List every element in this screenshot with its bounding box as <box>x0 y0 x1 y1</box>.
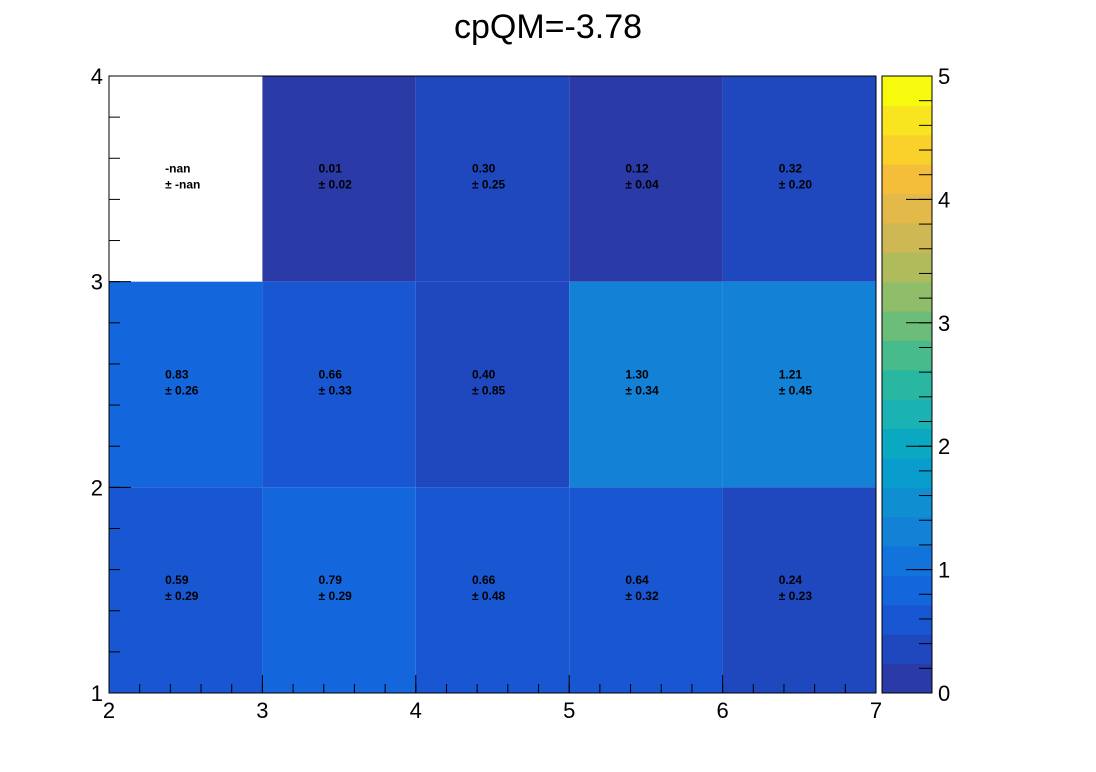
heatmap-cell <box>109 487 263 693</box>
chart-title: cpQM=-3.78 <box>454 8 642 46</box>
heatmap-cell <box>109 281 263 488</box>
heatmap-cell <box>415 281 570 488</box>
cell-value-label: 0.24 <box>779 573 803 587</box>
x-tick-label: 4 <box>410 698 422 723</box>
cell-error-label: ± 0.32 <box>625 589 659 603</box>
colorbar-tick-label: 5 <box>938 64 950 89</box>
cell-error-label: ± 0.23 <box>779 589 813 603</box>
cell-error-label: ± 0.26 <box>165 383 199 397</box>
cell-error-label: ± 0.25 <box>472 178 506 192</box>
y-tick-label: 2 <box>91 475 103 500</box>
colorbar-swatch <box>882 369 932 400</box>
heatmap-cell <box>722 76 876 282</box>
colorbar-swatch <box>882 516 932 547</box>
colorbar-swatch <box>882 281 932 312</box>
colorbar-swatch <box>882 604 932 635</box>
cell-value-label: 0.40 <box>472 367 496 381</box>
colorbar-swatch <box>882 399 932 430</box>
colorbar-swatch <box>882 428 932 459</box>
x-tick-label: 3 <box>256 698 268 723</box>
cell-value-label: 0.30 <box>472 162 496 176</box>
colorbar-tick-label: 2 <box>938 434 950 459</box>
cell-error-label: ± 0.45 <box>779 383 813 397</box>
cell-value-label: 0.32 <box>779 162 803 176</box>
x-tick-label: 6 <box>716 698 728 723</box>
colorbar-swatch <box>882 105 932 136</box>
colorbar-tick-label: 3 <box>938 311 950 336</box>
colorbar-swatch <box>882 193 932 224</box>
cell-error-label: ± 0.85 <box>472 383 506 397</box>
x-tick-label: 5 <box>563 698 575 723</box>
cell-error-label: ± 0.48 <box>472 589 506 603</box>
cell-error-label: ± 0.33 <box>319 383 353 397</box>
cell-value-label: 0.59 <box>165 573 189 587</box>
cell-error-label: ± 0.20 <box>779 178 813 192</box>
cell-value-label: 0.66 <box>319 367 343 381</box>
x-tick-label: 7 <box>870 698 882 723</box>
colorbar-swatch <box>882 457 932 488</box>
cell-value-label: 0.64 <box>625 573 649 587</box>
heatmap-cell <box>109 76 263 282</box>
heatmap-cell <box>415 76 570 282</box>
colorbar-swatch <box>882 252 932 283</box>
colorbar-swatch <box>882 164 932 195</box>
colorbar-swatch <box>882 546 932 576</box>
heatmap-cell <box>262 487 416 693</box>
cell-error-label: ± 0.04 <box>625 178 659 192</box>
cell-error-label: ± 0.29 <box>165 589 199 603</box>
heatmap-cell <box>415 487 570 693</box>
heatmap-cell <box>722 281 876 488</box>
cell-error-label: ± -nan <box>165 178 200 192</box>
y-tick-label: 1 <box>91 681 103 706</box>
colorbar-swatch <box>882 340 932 371</box>
cells-layer <box>109 76 876 693</box>
colorbar-swatch <box>882 575 932 606</box>
heatmap-cell <box>569 76 723 282</box>
colorbar-swatch <box>882 76 932 106</box>
cell-value-label: 0.01 <box>319 162 343 176</box>
colorbar-swatch <box>882 222 932 253</box>
colorbar-swatch <box>882 634 932 665</box>
x-tick-label: 2 <box>103 698 115 723</box>
y-tick-label: 3 <box>91 270 103 295</box>
cell-error-label: ± 0.02 <box>319 178 353 192</box>
cell-labels-layer: -nan ± -nan 0.01 ± 0.02 0.30 ± 0.25 0.12 ± 0.04… <box>165 162 812 603</box>
colorbar-swatch <box>882 487 932 518</box>
cell-value-label: 0.66 <box>472 573 496 587</box>
plot-frame <box>108 75 877 694</box>
colorbar: 0 1 2 3 4 5 <box>881 64 950 706</box>
colorbar-swatch <box>882 311 932 341</box>
cell-value-label: 1.30 <box>625 367 649 381</box>
cell-value-label: -nan <box>165 162 190 176</box>
heatmap-cell <box>569 281 723 488</box>
cell-error-label: ± 0.29 <box>319 589 353 603</box>
cell-value-label: 1.21 <box>779 367 803 381</box>
heatmap-cell <box>262 76 416 282</box>
colorbar-tick-label: 0 <box>938 681 950 706</box>
cell-value-label: 0.12 <box>625 162 649 176</box>
y-tick-label: 4 <box>91 64 103 89</box>
cell-error-label: ± 0.34 <box>625 383 659 397</box>
heatmap-cell <box>569 487 723 693</box>
cell-value-label: 0.79 <box>319 573 343 587</box>
heatmap-cell <box>722 487 876 693</box>
colorbar-tick-label: 1 <box>938 558 950 583</box>
colorbar-tick-label: 4 <box>938 187 950 212</box>
heatmap-cell <box>262 281 416 488</box>
cell-value-label: 0.83 <box>165 367 189 381</box>
